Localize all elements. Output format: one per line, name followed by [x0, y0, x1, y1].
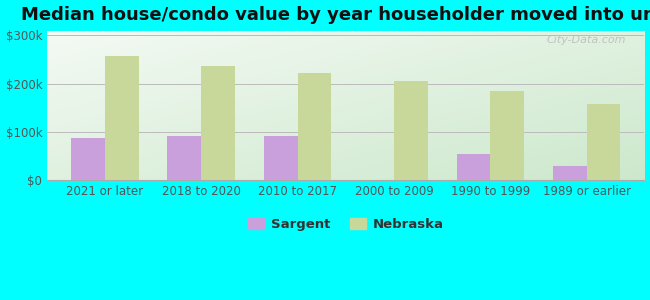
Bar — [202, 66, 235, 180]
Bar — [264, 136, 298, 180]
Bar — [553, 166, 587, 180]
Bar — [298, 73, 332, 180]
Bar — [71, 138, 105, 180]
Legend: Sargent, Nebraska: Sargent, Nebraska — [243, 213, 448, 236]
Bar — [490, 91, 524, 180]
Bar — [394, 81, 428, 180]
Bar — [105, 56, 138, 180]
Bar — [168, 136, 202, 180]
Bar — [587, 104, 620, 180]
Text: City-Data.com: City-Data.com — [547, 35, 627, 45]
Title: Median house/condo value by year householder moved into unit: Median house/condo value by year househo… — [21, 6, 650, 24]
Bar — [456, 154, 490, 180]
